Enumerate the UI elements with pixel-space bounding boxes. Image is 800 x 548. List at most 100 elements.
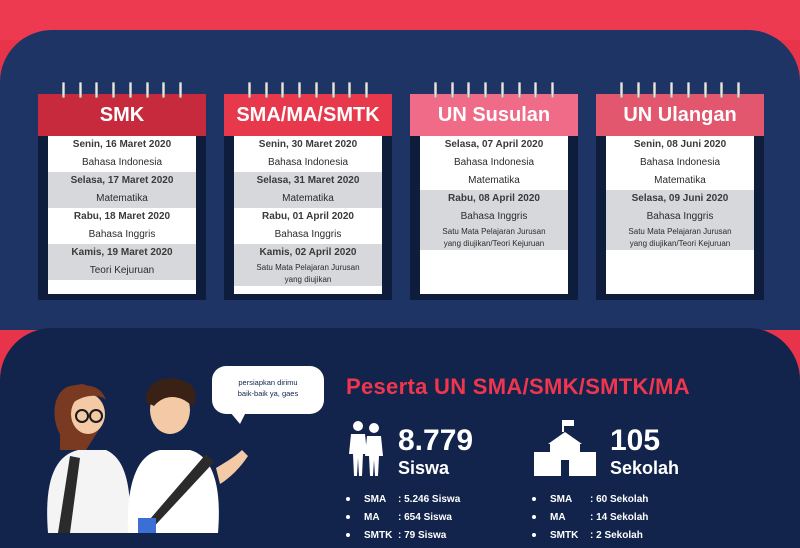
ring-icon bbox=[128, 82, 132, 98]
people-icon bbox=[349, 421, 383, 476]
list-item-value: : 79 Siswa bbox=[398, 530, 447, 541]
exam-date: Senin, 16 Maret 2020 bbox=[72, 139, 172, 150]
exam-date: Kamis, 19 Maret 2020 bbox=[48, 244, 196, 262]
calendar-rings bbox=[434, 82, 554, 98]
bullet-icon bbox=[532, 533, 536, 538]
ring-icon bbox=[653, 82, 657, 98]
schools-label: Sekolah bbox=[610, 458, 680, 478]
list-item-key: SMTK bbox=[364, 530, 393, 541]
ring-icon bbox=[620, 82, 623, 98]
bullet-icon bbox=[346, 515, 350, 520]
speech-bubble: persiapkan dirimu baik-baik ya, gaes bbox=[212, 366, 324, 424]
exam-date: Selasa, 17 Maret 2020 bbox=[48, 172, 196, 190]
exam-date: Senin, 08 Juni 2020 bbox=[633, 139, 727, 150]
ring-icon bbox=[364, 82, 368, 98]
list-item-value: : 654 Siswa bbox=[398, 512, 452, 523]
list-item: SMTK bbox=[346, 530, 392, 541]
exam-date: Rabu, 08 April 2020 bbox=[420, 190, 568, 208]
calendar-sheet: Senin, 30 Maret 2020 Bahasa Indonesia Sela… bbox=[234, 136, 382, 294]
ring-icon bbox=[550, 82, 554, 98]
list-item-key: MA bbox=[550, 512, 566, 523]
ring-icon bbox=[145, 82, 149, 98]
ring-icon bbox=[500, 82, 504, 98]
exam-subject: Bahasa Indonesia bbox=[453, 157, 535, 168]
list-item: MA bbox=[346, 512, 380, 523]
exam-date: Selasa, 09 Juni 2020 bbox=[606, 190, 754, 208]
ring-icon bbox=[248, 82, 251, 98]
bullet-icon bbox=[346, 533, 350, 538]
exam-subject: Bahasa Inggris bbox=[606, 208, 754, 226]
ring-icon bbox=[298, 82, 302, 98]
exam-subject: Bahasa Indonesia bbox=[81, 157, 163, 168]
calendar-card: SMK Senin, 16 Maret 2020 Bahasa Indonesia S… bbox=[38, 82, 206, 300]
list-item-value: : 60 Sekolah bbox=[590, 494, 649, 505]
calendar-title: SMK bbox=[38, 94, 206, 136]
exam-date: Selasa, 31 Maret 2020 bbox=[234, 172, 382, 190]
schools-count: 105 bbox=[610, 424, 661, 457]
calendar-rings bbox=[620, 82, 740, 98]
exam-date: Kamis, 02 April 2020 bbox=[234, 244, 382, 262]
ring-icon bbox=[162, 82, 166, 98]
ring-icon bbox=[450, 82, 454, 98]
calendar-card: SMA/MA/SMTK Senin, 30 Maret 2020 Bahasa In… bbox=[224, 82, 392, 300]
ring-icon bbox=[636, 82, 640, 98]
exam-date: Rabu, 01 April 2020 bbox=[262, 211, 354, 222]
ring-icon bbox=[281, 82, 285, 98]
girl-figure bbox=[47, 384, 131, 533]
exam-subject: Matematika bbox=[48, 190, 196, 208]
exam-subject: Bahasa Inggris bbox=[420, 208, 568, 226]
list-item-key: SMA bbox=[364, 494, 387, 505]
ring-icon bbox=[736, 82, 740, 98]
ring-icon bbox=[78, 82, 82, 98]
ring-icon bbox=[348, 82, 352, 98]
ring-icon bbox=[703, 82, 707, 98]
boy-figure bbox=[127, 378, 248, 533]
school-building-icon bbox=[534, 420, 596, 476]
calendar-title: SMA/MA/SMTK bbox=[224, 94, 392, 136]
ring-icon bbox=[331, 82, 335, 98]
exam-subject: Bahasa Inggris bbox=[88, 229, 156, 240]
ring-icon bbox=[534, 82, 538, 98]
ring-icon bbox=[720, 82, 724, 98]
calendar-sheet: Senin, 16 Maret 2020 Bahasa Indonesia Sela… bbox=[48, 136, 196, 294]
list-item-value: : 5.246 Siswa bbox=[398, 494, 461, 505]
calendar-sheet: Selasa, 07 April 2020 Bahasa Indonesia Mat… bbox=[420, 136, 568, 294]
speech-line-2: baik-baik ya, gaes bbox=[237, 389, 299, 398]
list-item-key: MA bbox=[364, 512, 380, 523]
exam-subject: Matematika bbox=[468, 175, 520, 186]
ring-icon bbox=[178, 82, 182, 98]
ring-icon bbox=[112, 82, 116, 98]
ring-icon bbox=[434, 82, 437, 98]
ring-icon bbox=[314, 82, 318, 98]
bullet-icon bbox=[532, 515, 536, 520]
list-item: SMA bbox=[532, 494, 572, 505]
bullet-icon bbox=[532, 497, 536, 502]
exam-subject: Satu Mata Pelajaran Jurusan bbox=[606, 226, 754, 238]
exam-subject: Bahasa Inggris bbox=[274, 229, 342, 240]
exam-date: Selasa, 07 April 2020 bbox=[444, 139, 544, 150]
ring-icon bbox=[517, 82, 521, 98]
calendar-card: UN Ulangan Senin, 08 Juni 2020 Bahasa Indo… bbox=[596, 82, 764, 300]
speech-line-1: persiapkan dirimu bbox=[238, 378, 298, 387]
list-item-value: : 2 Sekolah bbox=[590, 530, 643, 541]
bullet-icon bbox=[346, 497, 350, 502]
ring-icon bbox=[686, 82, 690, 98]
calendar-rings bbox=[62, 82, 182, 98]
exam-subject: Bahasa Indonesia bbox=[639, 157, 721, 168]
ring-icon bbox=[62, 82, 65, 98]
calendar-title: UN Susulan bbox=[410, 94, 578, 136]
list-item-key: SMA bbox=[550, 494, 573, 505]
list-item: MA bbox=[532, 512, 566, 523]
calendar-sheet: Senin, 08 Juni 2020 Bahasa Indonesia Matem… bbox=[606, 136, 754, 294]
students-label: Siswa bbox=[398, 458, 450, 478]
ring-icon bbox=[264, 82, 268, 98]
list-item: SMTK bbox=[532, 530, 578, 541]
list-item-key: SMTK bbox=[550, 530, 579, 541]
calendar-title: UN Ulangan bbox=[596, 94, 764, 136]
exam-date: Rabu, 18 Maret 2020 bbox=[73, 211, 171, 222]
exam-subject: yang diujikan/Teori Kejuruan bbox=[606, 238, 754, 250]
students-count: 8.779 bbox=[398, 424, 474, 457]
participants-title: Peserta UN SMA/SMK/SMTK/MA bbox=[346, 374, 690, 399]
calendar-card: UN Susulan Selasa, 07 April 2020 Bahasa In… bbox=[410, 82, 578, 300]
ring-icon bbox=[467, 82, 471, 98]
